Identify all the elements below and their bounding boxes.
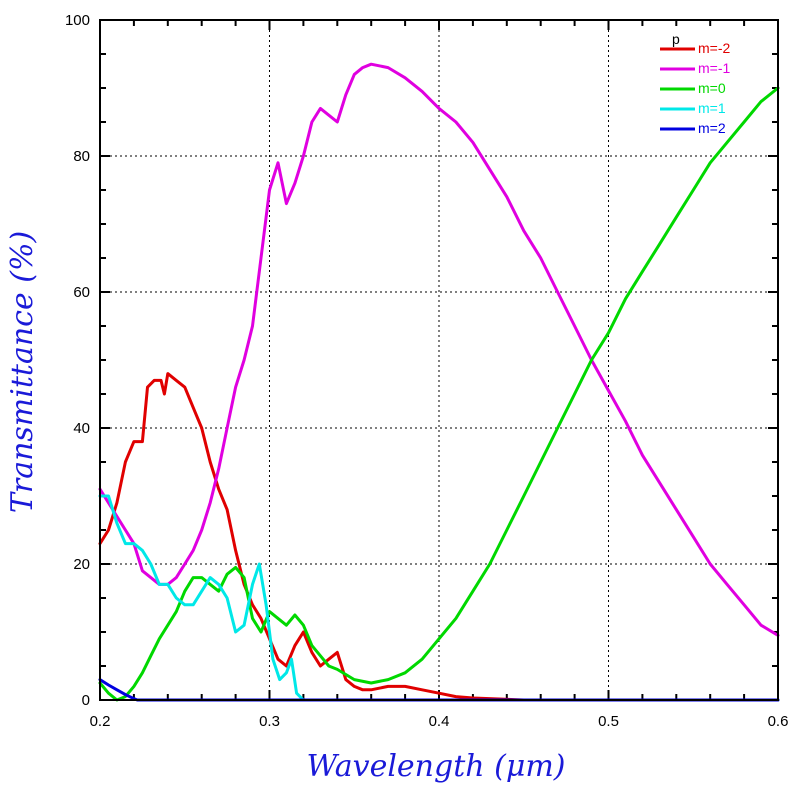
x-tick-label: 0.6 [768, 713, 789, 730]
legend-label-m=-2: m=-2 [698, 40, 731, 56]
series-line-m=-1 [98, 62, 780, 637]
x-tick-label: 0.3 [259, 713, 280, 730]
plot-frame [99, 19, 779, 701]
y-axis-title: Transmittance (%) [5, 231, 40, 513]
x-tick-label: 0.5 [598, 713, 619, 730]
legend-label-m=1: m=1 [698, 100, 726, 116]
legend-label-m=2: m=2 [698, 120, 726, 136]
series-line-m=0 [98, 86, 780, 702]
y-tick-label: 20 [73, 556, 90, 573]
legend: p m=-2 m=-1 m=0 m=1 m=2 [660, 31, 731, 136]
gridlines [100, 20, 778, 700]
y-tick-label: 40 [73, 420, 90, 437]
x-tick-label: 0.2 [90, 713, 111, 730]
legend-label-m=0: m=0 [698, 80, 726, 96]
y-tick-label: 60 [73, 284, 90, 301]
legend-heading: p [672, 31, 680, 47]
y-tick-label: 0 [82, 692, 90, 709]
tick-labels: 0.2 0.3 0.4 0.5 0.6 0 20 40 60 80 100 [65, 12, 788, 730]
x-axis-title: Wavelength (μm) [307, 749, 566, 784]
x-tick-label: 0.4 [429, 713, 450, 730]
y-tick-label: 80 [73, 148, 90, 165]
legend-label-m=-1: m=-1 [698, 60, 731, 76]
y-tick-label: 100 [65, 12, 90, 29]
